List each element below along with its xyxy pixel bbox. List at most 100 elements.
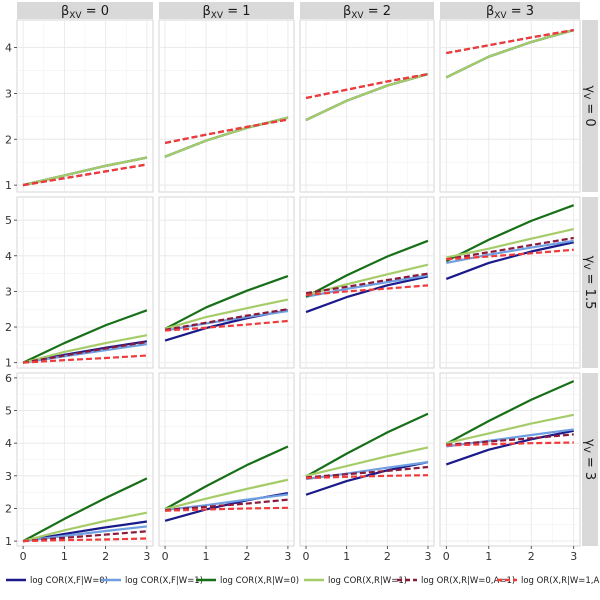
series-line (305, 239, 429, 298)
legend-label: log OR(X,R|W=1,A=1) (521, 576, 600, 586)
series-line (164, 308, 289, 331)
series-line (446, 29, 574, 55)
series-line (445, 241, 574, 280)
series-line (446, 227, 574, 259)
series-line (305, 474, 428, 480)
facet-panel (299, 372, 435, 547)
y-tick-label: 1 (5, 535, 12, 548)
legend-item: log OR(X,R|W=1,A=1) (497, 576, 600, 586)
series-line (22, 309, 148, 364)
y-tick-label: 4 (5, 250, 12, 263)
series-line (164, 275, 289, 330)
row-strip-label: γV = 0 (582, 85, 598, 126)
series-line (305, 73, 429, 121)
series-line (22, 163, 148, 187)
series-line (445, 29, 574, 79)
series-line (305, 446, 429, 477)
series-line (305, 275, 429, 314)
facet-panel (158, 196, 295, 369)
column-strip-label: βXV = 1 (202, 4, 250, 21)
series-line (22, 340, 148, 364)
column-strip-label: βXV = 0 (61, 4, 109, 21)
row-strip (582, 373, 598, 546)
series-line (446, 413, 574, 445)
legend-label: log COR(X,R|W=0) (220, 576, 299, 586)
series-line (305, 465, 429, 479)
facet-panel (158, 372, 295, 547)
series-line (22, 334, 148, 364)
x-tick-label: 2 (384, 550, 391, 563)
x-tick-label: 2 (528, 550, 535, 563)
x-tick-label: 0 (162, 550, 169, 563)
y-tick-label: 5 (5, 214, 12, 227)
y-tick-label: 6 (5, 372, 12, 385)
x-tick-label: 1 (61, 550, 68, 563)
x-tick-label: 2 (243, 550, 250, 563)
legend-item: log COR(X,R|W=1) (304, 576, 407, 586)
series-line (305, 284, 429, 297)
legend-label: log OR(X,R|W=0,A=1) (421, 576, 515, 586)
y-tick-label: 2 (5, 321, 12, 334)
y-tick-label: 3 (5, 87, 12, 100)
y-tick-label: 5 (5, 405, 12, 418)
column-strip (300, 2, 434, 19)
row-strip (582, 20, 598, 192)
x-tick-label: 0 (303, 550, 310, 563)
facet-panel (299, 19, 435, 193)
facet-panel (299, 196, 435, 369)
y-tick-label: 1 (5, 357, 12, 370)
facet-panel (439, 19, 581, 193)
series-line (22, 477, 148, 543)
y-tick-label: 2 (5, 502, 12, 515)
column-strip (17, 2, 153, 19)
series-line (305, 461, 429, 496)
series-line (446, 441, 574, 447)
x-tick-label: 1 (343, 550, 350, 563)
x-tick-label: 3 (143, 550, 150, 563)
y-tick-label: 4 (5, 437, 12, 450)
series-line (164, 478, 289, 511)
column-strip (440, 2, 580, 19)
series-line (305, 412, 429, 478)
series-line (22, 156, 148, 187)
series-line (445, 204, 575, 263)
column-strip (159, 2, 294, 19)
series-line (164, 445, 289, 511)
facet-panel (16, 19, 154, 193)
legend-label: log COR(X,F|W=0) (30, 576, 108, 586)
series-line (23, 354, 147, 364)
series-line (305, 73, 429, 100)
y-tick-label: 3 (5, 285, 12, 298)
x-tick-label: 1 (485, 550, 492, 563)
legend-item: log COR(X,F|W=1) (101, 576, 203, 586)
legend-item: log COR(X,F|W=0) (6, 576, 108, 586)
facet-panel (439, 196, 581, 369)
series-line (446, 248, 574, 261)
row-strip-label: γV = 3 (582, 439, 598, 480)
y-tick-label: 4 (5, 42, 12, 55)
x-tick-label: 1 (203, 550, 210, 563)
series-line (164, 298, 289, 330)
series-line (164, 118, 289, 144)
facet-panel (158, 19, 295, 193)
row-strip (582, 197, 598, 368)
series-line (23, 530, 147, 543)
x-tick-label: 3 (424, 550, 431, 563)
facet-panel (16, 372, 154, 547)
series-line (164, 498, 289, 512)
legend-item: log OR(X,R|W=0,A=1) (397, 576, 515, 586)
series-line (445, 380, 575, 445)
x-tick-label: 0 (20, 550, 27, 563)
y-tick-label: 2 (5, 133, 12, 146)
series-line (165, 506, 288, 512)
series-line (446, 236, 574, 261)
series-line (305, 272, 429, 295)
series-line (22, 511, 148, 543)
series-line (23, 537, 147, 543)
legend-item: log COR(X,R|W=0) (196, 576, 299, 586)
column-strip-label: βXV = 2 (343, 4, 391, 21)
x-tick-label: 2 (102, 550, 109, 563)
series-line (446, 433, 574, 446)
y-tick-label: 3 (5, 470, 12, 483)
